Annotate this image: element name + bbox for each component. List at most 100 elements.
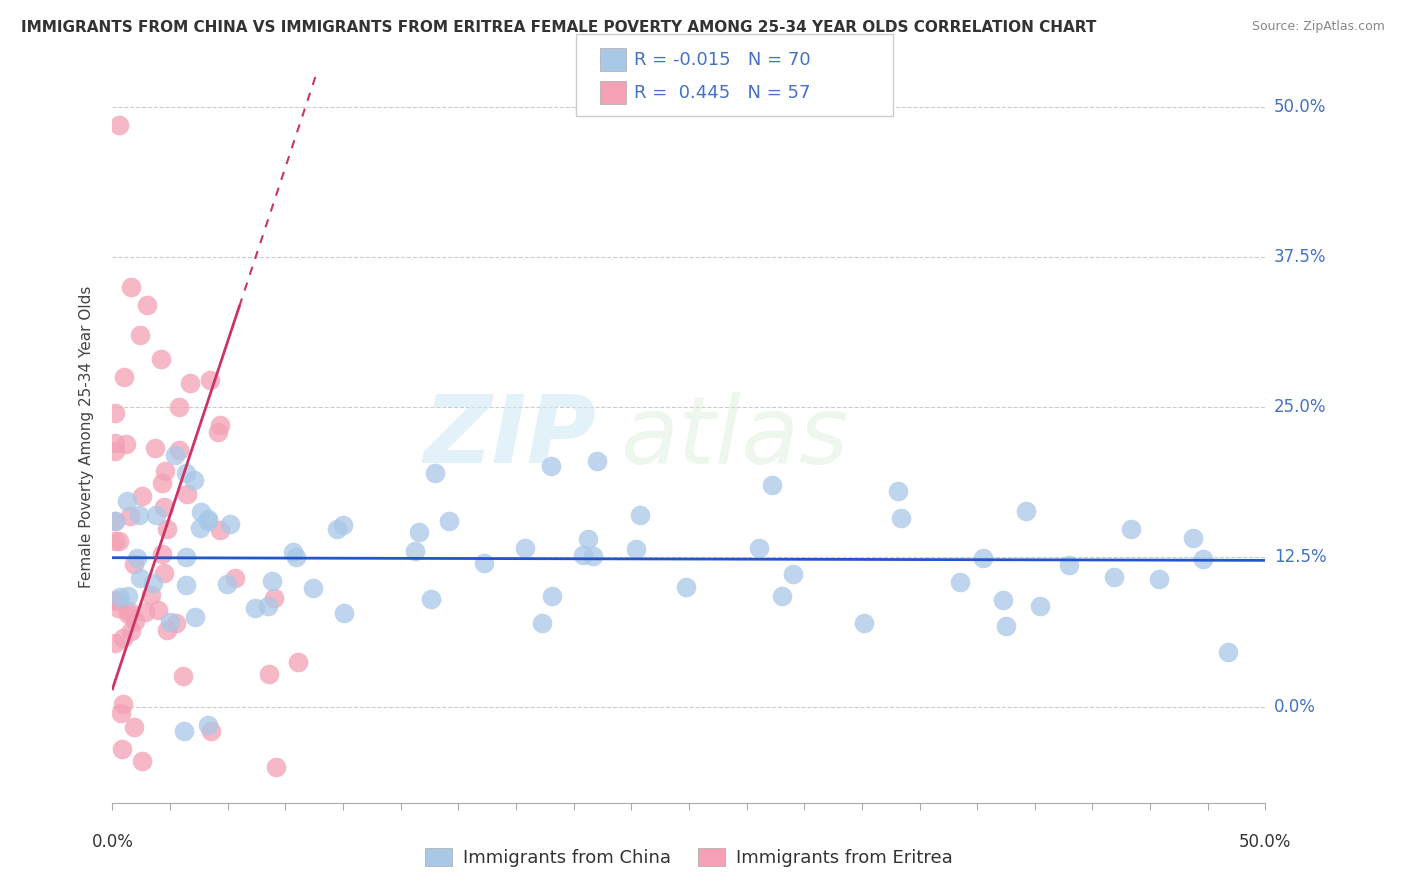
Point	[264, 760, 287, 774]
Point	[124, 557, 146, 571]
Point	[184, 610, 207, 624]
Point	[217, 577, 239, 591]
Y-axis label: Female Poverty Among 25-34 Year Olds: Female Poverty Among 25-34 Year Olds	[79, 286, 94, 588]
Point	[207, 425, 229, 439]
Point	[150, 475, 173, 490]
Point	[117, 589, 139, 603]
Point	[156, 522, 179, 536]
Point	[167, 443, 190, 458]
Point	[404, 543, 426, 558]
Point	[173, 723, 195, 738]
Point	[120, 280, 142, 294]
Point	[122, 720, 145, 734]
Point	[104, 635, 127, 649]
Point	[890, 511, 912, 525]
Text: 25.0%: 25.0%	[1274, 398, 1326, 416]
Point	[949, 574, 972, 589]
Point	[287, 656, 309, 670]
Point	[153, 464, 176, 478]
Point	[134, 605, 156, 619]
Point	[260, 574, 283, 588]
Point	[576, 532, 599, 546]
Point	[188, 521, 211, 535]
Point	[179, 376, 201, 391]
Point	[624, 542, 647, 557]
Point	[326, 522, 349, 536]
Point	[114, 437, 136, 451]
Point	[115, 494, 138, 508]
Point	[139, 588, 162, 602]
Point	[540, 458, 562, 473]
Point	[150, 547, 173, 561]
Point	[1121, 522, 1143, 536]
Point	[425, 466, 447, 480]
Point	[104, 406, 127, 420]
Point	[104, 534, 127, 549]
Point	[243, 601, 266, 615]
Point	[128, 571, 150, 585]
Point	[472, 556, 495, 570]
Text: atlas: atlas	[620, 392, 848, 483]
Point	[1147, 572, 1170, 586]
Point	[111, 742, 134, 756]
Point	[104, 514, 127, 528]
Point	[176, 466, 198, 480]
Point	[129, 328, 152, 343]
Point	[107, 594, 129, 608]
Point	[257, 599, 280, 613]
Point	[852, 615, 875, 630]
Point	[156, 624, 179, 638]
Point	[675, 581, 697, 595]
Point	[420, 591, 443, 606]
Point	[146, 603, 169, 617]
Text: 0.0%: 0.0%	[1274, 698, 1316, 716]
Point	[628, 508, 651, 522]
Point	[117, 607, 139, 622]
Point	[165, 615, 187, 630]
Point	[172, 669, 194, 683]
Text: 12.5%: 12.5%	[1274, 548, 1326, 566]
Point	[174, 550, 197, 565]
Point	[131, 754, 153, 768]
Point	[995, 619, 1018, 633]
Point	[302, 582, 325, 596]
Point	[1216, 644, 1239, 658]
Point	[149, 352, 172, 367]
Point	[159, 615, 181, 629]
Text: IMMIGRANTS FROM CHINA VS IMMIGRANTS FROM ERITREA FEMALE POVERTY AMONG 25-34 YEAR: IMMIGRANTS FROM CHINA VS IMMIGRANTS FROM…	[21, 20, 1097, 35]
Point	[108, 118, 131, 132]
Text: Source: ZipAtlas.com: Source: ZipAtlas.com	[1251, 20, 1385, 33]
Point	[143, 441, 166, 455]
Point	[104, 436, 127, 450]
Text: 50.0%: 50.0%	[1239, 833, 1292, 851]
Point	[107, 600, 129, 615]
Point	[585, 454, 607, 468]
Point	[224, 571, 246, 585]
Point	[782, 566, 804, 581]
Point	[128, 508, 150, 522]
Point	[208, 418, 231, 433]
Point	[1104, 570, 1126, 584]
Point	[124, 614, 146, 628]
Point	[167, 400, 190, 414]
Text: 37.5%: 37.5%	[1274, 248, 1326, 266]
Point	[263, 591, 285, 606]
Point	[972, 551, 994, 566]
Point	[198, 373, 221, 387]
Point	[770, 589, 793, 603]
Point	[120, 624, 142, 638]
Point	[332, 518, 354, 533]
Point	[1059, 558, 1081, 573]
Point	[153, 500, 176, 515]
Point	[145, 508, 167, 522]
Point	[408, 525, 430, 540]
Legend: Immigrants from China, Immigrants from Eritrea: Immigrants from China, Immigrants from E…	[418, 840, 960, 874]
Point	[125, 551, 148, 566]
Point	[110, 590, 132, 604]
Point	[540, 589, 562, 603]
Point	[1029, 599, 1052, 613]
Point	[111, 697, 134, 711]
Text: R = -0.015   N = 70: R = -0.015 N = 70	[634, 51, 811, 69]
Point	[174, 578, 197, 592]
Point	[887, 483, 910, 498]
